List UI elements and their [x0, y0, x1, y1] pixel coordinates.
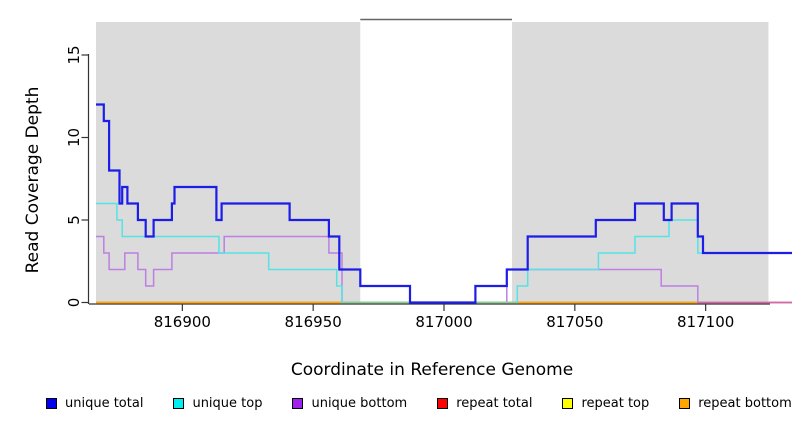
- legend-item-repeat-bottom: repeat bottom: [679, 396, 792, 411]
- legend-swatch-icon: [562, 398, 574, 409]
- legend-label: repeat total: [456, 396, 533, 411]
- y-tick-label: 5: [65, 215, 83, 225]
- legend-item-unique-top: unique top: [173, 396, 262, 411]
- legend-swatch-icon: [292, 398, 304, 409]
- x-tick-label: 817000: [415, 313, 472, 331]
- legend-swatch-icon: [679, 398, 691, 409]
- x-tick-label: 817100: [677, 313, 734, 331]
- y-axis-title: Read Coverage Depth: [23, 86, 43, 274]
- y-tick-label: 15: [65, 45, 83, 64]
- legend-swatch-icon: [173, 398, 185, 409]
- legend-item-unique-total: unique total: [46, 396, 143, 411]
- shaded-region: [512, 22, 769, 303]
- x-tick-label: 816900: [154, 313, 211, 331]
- x-tick-label: 817050: [546, 313, 603, 331]
- legend-label: unique total: [65, 396, 144, 411]
- legend-item-unique-bottom: unique bottom: [292, 396, 407, 411]
- y-tick-label: 0: [65, 298, 83, 308]
- legend-label: repeat top: [581, 396, 650, 411]
- legend: unique total unique top unique bottom repea…: [46, 396, 792, 411]
- legend-item-repeat-total: repeat total: [437, 396, 532, 411]
- legend-label: repeat bottom: [698, 396, 792, 411]
- legend-label: unique top: [192, 396, 263, 411]
- y-tick-label: 10: [65, 128, 83, 147]
- legend-swatch-icon: [437, 398, 449, 409]
- shaded-region: [96, 22, 361, 303]
- x-axis-title: Coordinate in Reference Genome: [290, 360, 574, 380]
- legend-label: unique bottom: [311, 396, 408, 411]
- legend-swatch-icon: [46, 398, 57, 409]
- legend-item-repeat-top: repeat top: [562, 396, 649, 411]
- x-tick-label: 816950: [285, 313, 342, 331]
- series-unique-total-line: [96, 103, 792, 304]
